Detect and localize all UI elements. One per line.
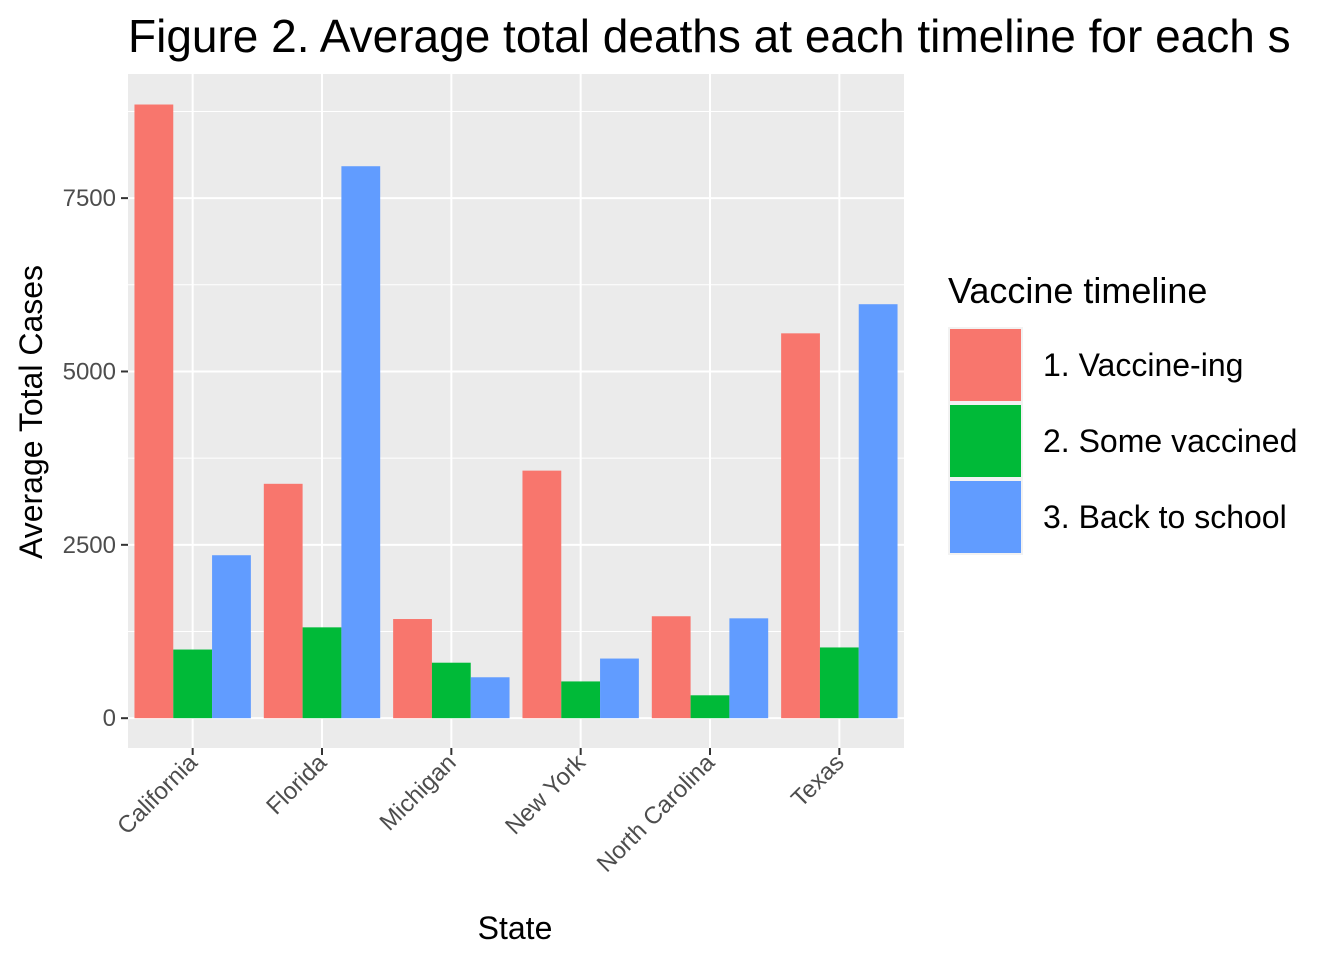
bar (393, 619, 432, 719)
y-axis-title: Average Total Cases (13, 265, 49, 559)
bars (134, 104, 898, 719)
legend-key (950, 481, 1021, 553)
bar (729, 618, 769, 719)
y-tick-label: 2500 (63, 532, 116, 559)
bar (212, 555, 251, 719)
bar (173, 649, 213, 719)
x-axis-title: State (478, 910, 553, 946)
legend: Vaccine timeline 1. Vaccine-ing 2. Some v… (948, 270, 1297, 555)
bar (819, 647, 859, 719)
bar (302, 627, 342, 719)
bar (470, 677, 510, 719)
y-axis: 0 2500 5000 7500 (63, 185, 128, 732)
x-tick-label: Michigan (375, 749, 462, 836)
legend-label: 3. Back to school (1043, 499, 1287, 535)
bar (651, 616, 691, 719)
y-tick-label: 5000 (63, 358, 116, 385)
x-tick-label: North Carolina (592, 749, 721, 878)
legend-label: 2. Some vaccined (1043, 423, 1297, 459)
bar (690, 695, 730, 719)
y-tick-label: 7500 (63, 185, 116, 212)
bar (561, 681, 601, 719)
legend-key (950, 329, 1021, 401)
x-tick-label: Florida (261, 749, 332, 820)
bar (134, 104, 174, 719)
x-tick-label: Texas (786, 749, 849, 812)
legend-key (950, 405, 1021, 477)
chart-title: Figure 2. Average total deaths at each t… (128, 10, 1291, 62)
bar (431, 662, 471, 719)
bar (781, 333, 820, 719)
x-tick-label: California (112, 749, 203, 840)
x-tick-label: New York (500, 748, 591, 839)
bar (600, 658, 639, 719)
bar (522, 470, 562, 719)
legend-title: Vaccine timeline (948, 270, 1207, 311)
bar (341, 166, 381, 719)
legend-label: 1. Vaccine-ing (1043, 347, 1243, 383)
y-tick-label: 0 (103, 705, 116, 732)
plot-panel (128, 74, 904, 748)
bar (858, 304, 898, 719)
x-axis: California Florida Michigan New York North C… (112, 748, 850, 878)
bar (263, 483, 303, 719)
